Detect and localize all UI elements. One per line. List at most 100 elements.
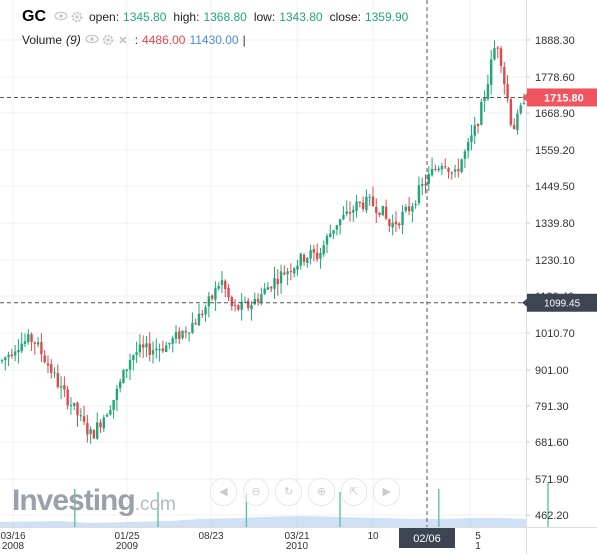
candle-body [122, 370, 125, 383]
last-price-pointer [522, 93, 527, 102]
candle-body [0, 360, 4, 362]
candle-body [145, 343, 148, 348]
candle-body [191, 322, 194, 333]
candle-body [486, 84, 490, 100]
candle-body [440, 165, 444, 170]
candle-body [250, 305, 253, 310]
y-tick-label: 791.30 [535, 401, 569, 413]
candle-body [260, 294, 263, 303]
candle-body [388, 219, 391, 227]
candle-body [168, 342, 171, 345]
candle-body [132, 355, 135, 360]
candle-body [128, 360, 132, 370]
logo-tld: .com [134, 494, 176, 515]
candle-body [365, 196, 368, 211]
candle-body [358, 202, 362, 204]
x-tick-label: 03/21 [284, 531, 309, 542]
candle-body [233, 305, 237, 307]
candle-body [92, 430, 96, 439]
candle-body [496, 47, 499, 49]
y-tick-label: 462.20 [535, 510, 569, 522]
candle-body [309, 250, 312, 259]
candle-body [371, 196, 375, 206]
reset-icon[interactable]: ↻ [275, 478, 303, 506]
candle-body [230, 296, 234, 307]
candle-body [96, 422, 99, 439]
eye-icon[interactable] [85, 34, 99, 44]
symbol-name: GC [22, 8, 46, 25]
candle-body [503, 66, 506, 85]
close-icon[interactable] [117, 34, 129, 46]
candle-body [82, 416, 86, 422]
candle-body [27, 334, 30, 343]
price-legend-row: GC open: 1345.80 high: 1368.80 low: 1343… [22, 8, 415, 26]
candle-body [483, 98, 486, 102]
candle-body [450, 172, 453, 174]
candle-body [355, 201, 358, 211]
candle-body [391, 222, 394, 228]
candle-body [178, 331, 181, 340]
candle-body [509, 99, 513, 125]
candle-body [463, 151, 467, 159]
zoom-out-icon[interactable]: ⊖ [242, 478, 270, 506]
candle-body [227, 287, 230, 298]
candle-body [148, 343, 151, 355]
candle-body [125, 369, 128, 371]
candle-body [217, 286, 220, 289]
gear-icon[interactable] [71, 11, 83, 23]
scroll-right-icon[interactable]: ▶ [373, 478, 401, 506]
candle-body [499, 48, 503, 66]
price-labels: 1715.80 1099.45 02/06 [399, 88, 597, 548]
y-tick-label: 1778.60 [535, 72, 575, 84]
candle-body [243, 301, 247, 303]
candle-body [43, 355, 46, 363]
candle-body [266, 287, 270, 290]
reference-lines [0, 0, 526, 527]
candle-body [50, 364, 53, 373]
y-tick-label: 1668.90 [535, 108, 575, 120]
candle-body [325, 235, 329, 245]
candle-body [69, 405, 73, 407]
y-tick-label: 1449.50 [535, 181, 575, 193]
crosshair-price-pointer [522, 298, 527, 307]
candle-body [476, 124, 480, 127]
candle-body [13, 351, 17, 356]
candle-body [197, 313, 201, 326]
candle-body [302, 254, 306, 262]
zoom-in-icon[interactable]: ⊕ [308, 478, 335, 506]
candle-body [63, 385, 66, 390]
candle-body [181, 331, 184, 338]
x-tick-label: 01/25 [114, 531, 139, 542]
candle-body [112, 399, 115, 411]
candle-body [375, 206, 378, 213]
candle-body [286, 271, 289, 275]
candle-body [40, 342, 43, 355]
scroll-left-icon[interactable]: ◀ [210, 478, 237, 506]
y-axis: 1888.30 1778.60 1668.90 1559.20 1449.50 1339.… [526, 0, 575, 554]
candle-body [516, 113, 519, 130]
eye-icon[interactable] [54, 11, 68, 21]
candle-body [36, 342, 40, 345]
candle-body [460, 159, 463, 172]
candle-body [470, 135, 473, 142]
candle-body [522, 102, 526, 105]
candle-body [59, 386, 63, 388]
open-label: open: [89, 10, 120, 24]
candle-body [319, 253, 322, 259]
candle-body [66, 389, 69, 406]
candle-body [489, 59, 493, 86]
candle-body [174, 332, 178, 339]
candle-body [109, 409, 112, 415]
candle-body [453, 169, 457, 172]
x-tick-label: 10 [367, 531, 379, 542]
fit-icon[interactable]: ⇱ [340, 478, 368, 506]
volume-label: Volume [22, 33, 63, 47]
gear-icon[interactable] [102, 34, 114, 46]
candle-body [76, 402, 79, 416]
y-tick-label: 1559.20 [535, 145, 575, 157]
candle-body [424, 183, 427, 185]
candle-body [53, 372, 56, 374]
